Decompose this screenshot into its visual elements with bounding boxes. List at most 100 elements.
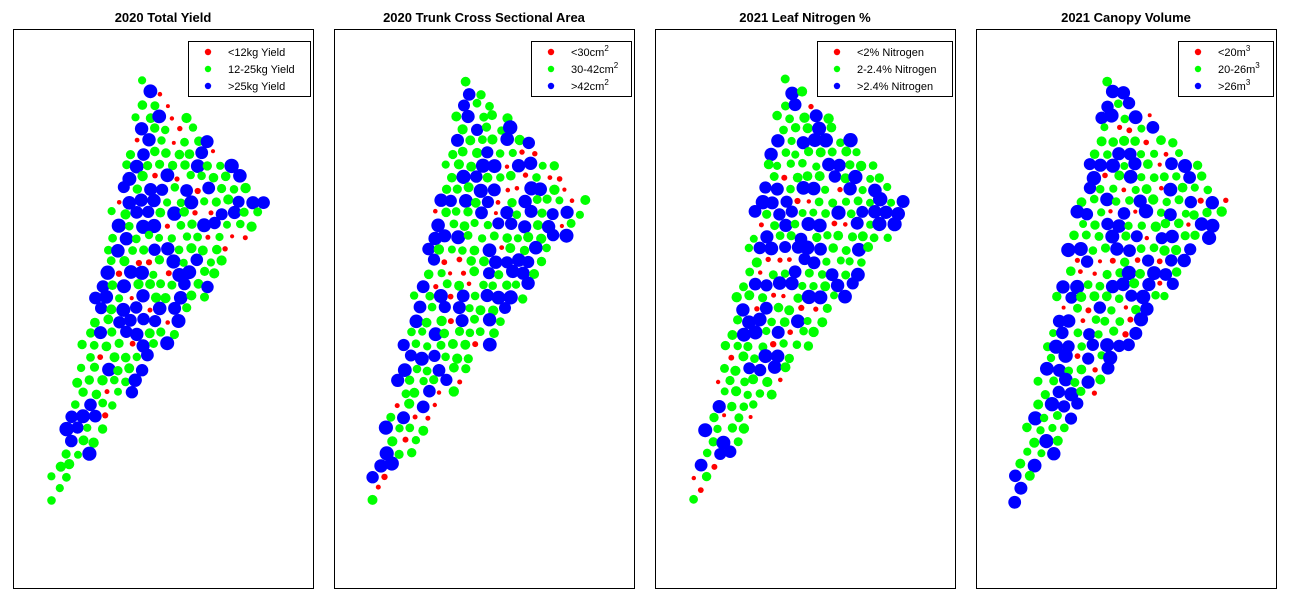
data-point: [778, 377, 783, 383]
data-point: [772, 276, 787, 290]
data-point: [367, 494, 378, 505]
data-point: [513, 234, 523, 243]
data-point: [397, 411, 410, 425]
data-point: [762, 209, 772, 219]
data-point: [165, 270, 172, 277]
data-point: [522, 172, 529, 178]
data-point: [454, 326, 465, 336]
data-point: [787, 136, 796, 146]
data-point: [1151, 290, 1160, 300]
data-point: [760, 230, 774, 244]
data-point: [813, 290, 828, 305]
data-point: [1014, 481, 1028, 495]
data-point: [826, 122, 837, 133]
data-point: [1093, 158, 1107, 172]
data-point: [1059, 423, 1069, 433]
data-point: [119, 256, 130, 267]
data-point: [152, 109, 167, 124]
data-point: [555, 196, 564, 205]
data-point: [505, 217, 518, 230]
data-point: [698, 423, 713, 438]
data-point: [1027, 458, 1042, 473]
data-point: [785, 114, 794, 124]
data-point: [559, 223, 565, 229]
data-point: [1088, 246, 1098, 255]
data-point: [1135, 289, 1151, 305]
data-point: [1223, 197, 1229, 203]
data-point: [843, 222, 848, 227]
data-point: [1156, 135, 1166, 146]
data-point: [820, 281, 831, 292]
data-point: [1095, 281, 1105, 291]
data-point: [1166, 277, 1179, 290]
data-point: [858, 186, 867, 195]
data-point: [715, 379, 721, 385]
data-point: [485, 101, 494, 111]
data-point: [84, 398, 97, 412]
data-point: [145, 279, 156, 290]
data-point: [441, 352, 450, 362]
data-point: [1117, 207, 1131, 220]
data-point: [518, 194, 532, 209]
data-point: [762, 326, 771, 336]
data-point: [1105, 279, 1120, 294]
legend-box: [817, 41, 953, 97]
data-point: [142, 205, 155, 218]
data-point: [1039, 413, 1049, 423]
data-point: [230, 234, 235, 239]
data-point: [472, 98, 482, 108]
data-point: [200, 197, 209, 206]
data-point: [481, 195, 494, 209]
data-point: [1024, 470, 1035, 481]
data-point: [1076, 291, 1087, 303]
data-point: [463, 354, 473, 364]
data-point: [441, 259, 448, 266]
data-point: [1049, 329, 1058, 338]
data-point: [76, 409, 90, 424]
data-point: [1184, 243, 1197, 256]
data-point: [397, 363, 412, 377]
data-point: [780, 195, 793, 208]
data-point: [224, 158, 239, 174]
data-point: [1178, 159, 1192, 173]
data-point: [821, 209, 830, 218]
data-point: [461, 109, 475, 124]
data-point: [210, 149, 216, 154]
data-point: [109, 352, 120, 363]
data-point: [246, 221, 257, 232]
data-point: [1085, 307, 1092, 314]
data-point: [481, 122, 492, 132]
data-point: [1129, 278, 1140, 289]
data-point: [59, 421, 74, 437]
legend-marker: [204, 65, 212, 73]
data-point: [1091, 315, 1101, 324]
data-point: [1136, 244, 1146, 254]
data-point: [1040, 361, 1054, 376]
data-point: [155, 233, 164, 242]
data-point: [1116, 86, 1131, 100]
data-point: [78, 435, 89, 446]
data-point: [129, 159, 144, 174]
data-point: [1069, 230, 1079, 241]
data-point: [156, 327, 166, 337]
data-point: [246, 196, 260, 210]
data-point: [1096, 136, 1107, 147]
data-point: [1137, 173, 1146, 182]
data-point: [402, 436, 409, 443]
data-point: [108, 401, 117, 410]
plot-frame: [655, 29, 956, 589]
data-point: [823, 231, 832, 240]
data-point: [532, 195, 542, 204]
data-point: [560, 205, 574, 219]
data-point: [832, 158, 846, 172]
data-point: [1165, 157, 1178, 171]
data-point: [780, 74, 790, 84]
data-point: [131, 113, 140, 122]
data-point: [391, 373, 405, 387]
data-point: [716, 435, 731, 450]
data-point: [217, 183, 227, 194]
legend-label: 20-26m3: [1218, 61, 1260, 76]
data-point: [160, 293, 171, 304]
data-point: [457, 146, 468, 157]
